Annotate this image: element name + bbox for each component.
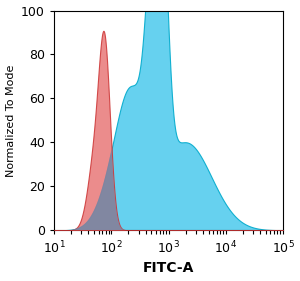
X-axis label: FITC-A: FITC-A [143,261,194,275]
Y-axis label: Normalized To Mode: Normalized To Mode [6,64,16,176]
